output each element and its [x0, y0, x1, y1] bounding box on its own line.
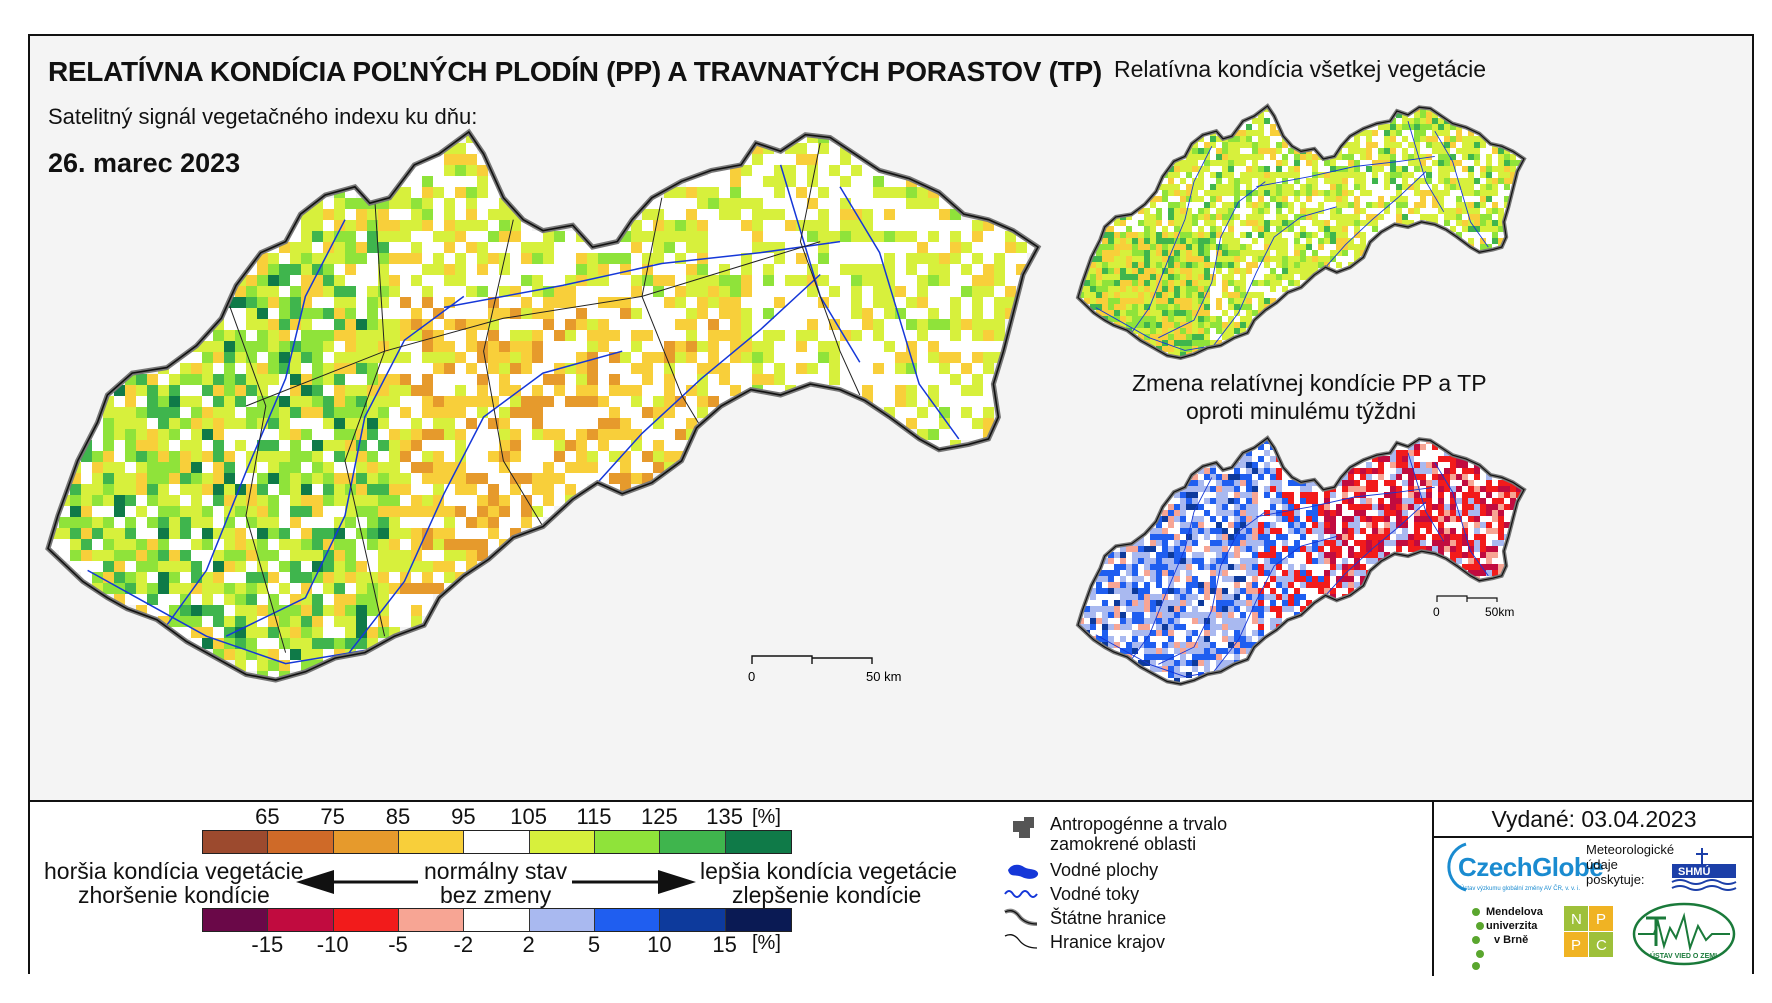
mendel-logo-dots — [1472, 908, 1484, 970]
water-body-icon — [1008, 864, 1039, 879]
inset-bottom-title-2: oproti minulému týždni — [1186, 398, 1417, 424]
czechglobe-logo-arc — [1447, 842, 1467, 892]
rampTop-swatch-7 — [660, 831, 726, 853]
ticksBot-4: 2 — [522, 932, 535, 957]
legend-worse-2: zhoršenie kondície — [78, 882, 270, 908]
ticksTop-3: 95 — [451, 804, 476, 829]
inset-all-vegetation-pixels — [1078, 106, 1522, 358]
rampBot-swatch-0 — [203, 909, 269, 931]
rampBot-swatch-6 — [594, 909, 661, 931]
legend-better-1: lepšia kondícia vegetácie — [700, 858, 957, 884]
map-subtitle: Satelitný signál vegetačného indexu ku d… — [48, 104, 478, 129]
issued-logos-box: Vydané: 03.04.2023 CzechGlobe Ústav výzk… — [1432, 802, 1754, 976]
mendel-text-1: Mendelova — [1486, 906, 1543, 918]
czechglobe-subtitle: Ústav výzkumu globální změny AV ČR, v. v… — [1460, 886, 1581, 892]
rampBot-swatch-1 — [268, 909, 334, 931]
ticksTop-1: 75 — [320, 804, 345, 829]
ticksBot-6: 10 — [647, 932, 672, 957]
inset-top-title: Relatívna kondícia všetkej vegetácie — [1114, 56, 1487, 82]
map-area: RELATÍVNA KONDÍCIA POĽNÝCH PLODÍN (PP) A… — [30, 36, 1752, 800]
rampTop-swatch-2 — [333, 831, 399, 853]
ticksTop-5: 115 — [576, 804, 612, 829]
symbol-rivers: Vodné toky — [1050, 884, 1140, 904]
rampTop-swatch-8 — [725, 831, 791, 853]
ticksBot-1: -10 — [316, 932, 349, 957]
change-unit: [%] — [752, 932, 781, 954]
legend-worse-1: horšia kondícia vegetácie — [44, 858, 304, 884]
state-border-icon — [1004, 908, 1038, 926]
legend-normal-1: normálny stav — [424, 858, 568, 884]
shmu-logo: SHMÚ — [1671, 848, 1737, 891]
ticksBot-2: -5 — [388, 932, 408, 957]
symbol-state-border: Štátne hranice — [1050, 908, 1167, 928]
rampBot-swatch-2 — [333, 909, 399, 931]
rampBot-swatch-5 — [529, 909, 595, 931]
nppc-c: C — [1596, 937, 1607, 954]
ticksTop-7: 135 — [706, 804, 744, 829]
ticksTop-4: 105 — [510, 804, 548, 829]
region-border-icon — [1004, 934, 1038, 949]
ticksTop-0: 65 — [255, 804, 280, 829]
main-map-rivers — [87, 164, 960, 665]
urban-area-icon — [1013, 817, 1034, 838]
ticksTop-2: 85 — [385, 804, 411, 829]
mendel-text-3: v Brně — [1494, 934, 1529, 946]
inset-change-pixels — [1078, 438, 1522, 684]
nppc-logo: N P P C — [1564, 906, 1613, 957]
shmu-logo-text: SHMÚ — [1678, 865, 1710, 878]
main-scale-zero: 0 — [748, 669, 755, 684]
inset-scale-zero: 0 — [1433, 605, 1440, 619]
czechglobe-logo: CzechGlobe — [1458, 852, 1604, 882]
legend-normal-2: bez zmeny — [440, 882, 552, 908]
change-color-ramp — [202, 908, 792, 932]
main-scale-label: 50 km — [866, 669, 901, 684]
legend-arrows — [296, 870, 696, 894]
inset-scale-bar: 0 50km — [1433, 595, 1514, 619]
uvz-logo-text: ÚSTAV VIED O ZEMI — [1650, 951, 1717, 960]
ticksBot-7: 15 — [712, 932, 737, 957]
meteo-text-2: údaje — [1586, 857, 1618, 872]
mendel-text-2: univerzita — [1486, 920, 1538, 932]
map-title: RELATÍVNA KONDÍCIA POĽNÝCH PLODÍN (PP) A… — [48, 56, 1102, 87]
symbol-water-bodies: Vodné plochy — [1050, 860, 1159, 880]
ticksBot-3: -2 — [453, 932, 474, 957]
rampTop-swatch-4 — [464, 831, 530, 853]
ticksBot-5: 5 — [587, 932, 601, 957]
meteo-text-3: poskytuje: — [1586, 872, 1645, 887]
symbol-urban-2: zamokrené oblasti — [1050, 834, 1197, 854]
map-date: 26. marec 2023 — [48, 148, 241, 178]
rampBot-swatch-4 — [464, 909, 530, 931]
river-icon — [1004, 890, 1038, 898]
nppc-n: N — [1571, 911, 1582, 928]
rampTop-swatch-1 — [268, 831, 334, 853]
legend-panel: 65 75 85 95 105 115 125 135 [%] horšia kondícia… — [30, 800, 1754, 976]
main-map-pixels — [48, 132, 1038, 680]
main-map-region-borders — [225, 142, 861, 653]
inset-bottom-title-1: Zmena relatívnej kondície PP a TP — [1132, 370, 1487, 396]
condition-unit: [%] — [752, 806, 781, 828]
rampBot-swatch-7 — [660, 909, 726, 931]
map-frame: RELATÍVNA KONDÍCIA POĽNÝCH PLODÍN (PP) A… — [28, 34, 1754, 976]
nppc-p2: P — [1571, 937, 1581, 954]
legend-better-2: zlepšenie kondície — [732, 882, 922, 908]
rampBot-swatch-3 — [398, 909, 465, 931]
rampTop-swatch-0 — [203, 831, 269, 853]
symbol-urban-1: Antropogénne a trvalo — [1050, 814, 1228, 834]
rampTop-swatch-3 — [398, 831, 465, 853]
issued-date: Vydané: 03.04.2023 — [1434, 802, 1754, 838]
rampTop-swatch-5 — [529, 831, 595, 853]
ticksBot-0: -15 — [251, 932, 284, 957]
main-scale-bar: 0 50 km — [748, 655, 901, 684]
rampBot-swatch-8 — [725, 909, 791, 931]
uvz-logo: ÚSTAV VIED O ZEMI — [1632, 902, 1736, 966]
main-condition-map: 0 50 km 0 50km — [45, 103, 1527, 687]
symbol-region-border: Hranice krajov — [1050, 932, 1166, 952]
condition-color-ramp — [202, 830, 792, 854]
rampTop-swatch-6 — [594, 831, 661, 853]
inset-scale-label: 50km — [1485, 605, 1514, 619]
ticksTop-6: 125 — [640, 804, 678, 829]
nppc-p1: P — [1596, 911, 1606, 928]
meteo-text-1: Meteorologické — [1586, 842, 1675, 857]
